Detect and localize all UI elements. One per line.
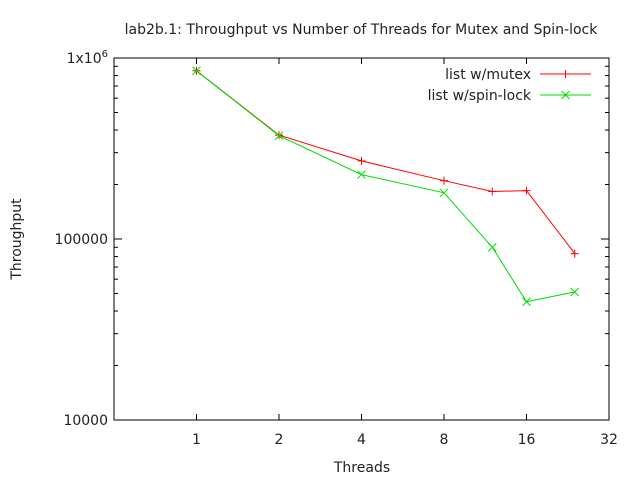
chart-title: lab2b.1: Throughput vs Number of Threads… <box>125 22 599 38</box>
plot-frame <box>113 57 610 421</box>
y-tick-label-base: 1x10 <box>67 51 102 67</box>
y-tick-label: 100000 <box>55 232 108 248</box>
x-tick-label: 32 <box>600 432 618 448</box>
y-tick-label: 1x106 <box>67 49 108 67</box>
data-point <box>570 287 580 297</box>
series-line <box>196 70 575 303</box>
legend: list w/mutex list w/spin-lock <box>428 67 591 104</box>
y-axis: 10000 100000 1x106 <box>55 49 609 429</box>
data-point <box>487 242 497 252</box>
y-tick-label-base: 100000 <box>55 232 108 248</box>
data-point <box>439 188 449 198</box>
data-point <box>192 66 201 76</box>
x-tick-label: 16 <box>518 432 536 448</box>
series-1 <box>192 66 580 307</box>
y-tick-label-exponent: 6 <box>102 49 108 60</box>
legend-marker <box>561 90 570 100</box>
x-tick-label: 8 <box>440 432 449 448</box>
legend-label: list w/mutex <box>445 67 531 83</box>
y-axis-label: Throughput <box>9 198 25 281</box>
data-point <box>522 297 531 307</box>
x-axis-label: Threads <box>333 460 390 476</box>
data-point <box>357 170 366 179</box>
y-tick-label: 10000 <box>63 413 108 429</box>
data-point <box>274 131 284 141</box>
x-axis: 1 2 4 8 16 32 <box>192 58 618 448</box>
series-layer <box>192 66 580 307</box>
legend-label: list w/spin-lock <box>428 88 532 104</box>
y-tick-label-base: 10000 <box>63 413 108 429</box>
x-tick-label: 2 <box>275 432 284 448</box>
x-tick-label: 4 <box>357 432 366 448</box>
x-tick-label: 1 <box>192 432 201 448</box>
